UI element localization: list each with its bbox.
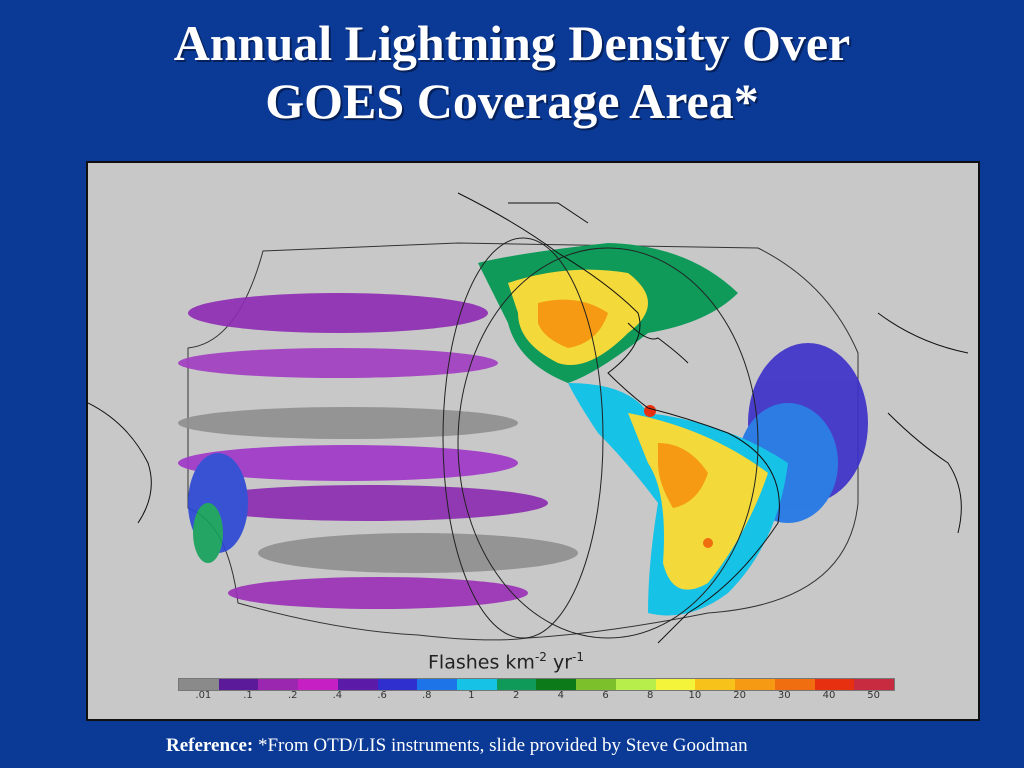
legend-swatch <box>774 679 815 690</box>
legend-swatch <box>337 679 378 690</box>
legend-swatch <box>377 679 418 690</box>
legend-swatch <box>457 679 497 690</box>
legend-color-bar <box>178 678 895 691</box>
legend-tick-label: 40 <box>822 690 836 701</box>
legend-swatch <box>576 679 616 690</box>
legend-swatch <box>298 679 338 690</box>
map-canvas <box>88 192 969 644</box>
legend-tick-label: 1 <box>468 690 475 701</box>
legend-swatch <box>218 679 259 690</box>
legend-tick-label: 4 <box>557 690 565 701</box>
legend-swatch <box>814 679 855 690</box>
legend-tick-label: .1 <box>243 690 253 701</box>
lightning-map: Flashes km-2 yr-1 .01 .1 .2 .4 .6 .8 1 2 4 6 8 10 20… <box>86 161 980 721</box>
legend-swatch <box>735 679 775 690</box>
legend-swatch <box>258 679 299 690</box>
legend-tick-label: 30 <box>777 690 791 701</box>
legend-tick-label: 6 <box>602 690 609 701</box>
legend-title: Flashes km-2 yr-1 <box>428 650 584 674</box>
legend-tick-label: .6 <box>377 690 387 701</box>
legend-swatch <box>854 679 894 690</box>
goes-west-footprint <box>442 237 604 639</box>
legend-swatch <box>615 679 656 690</box>
legend-tick-label: .4 <box>332 690 343 701</box>
legend-swatch <box>695 679 736 690</box>
goes-east-footprint <box>457 247 759 639</box>
legend-swatch <box>536 679 577 690</box>
americas-lightning <box>478 243 788 616</box>
legend-swatch <box>417 679 458 690</box>
legend-swatch <box>655 679 696 690</box>
legend-tick-label: .8 <box>422 690 432 701</box>
legend-tick-label: .01 <box>195 690 212 701</box>
legend-tick-label: 50 <box>867 690 881 701</box>
legend-swatch <box>179 679 219 690</box>
legend-tick-label: 2 <box>512 690 520 701</box>
legend-tick-label: 20 <box>733 690 746 701</box>
legend-tick-label: 8 <box>647 690 654 701</box>
legend-tick-label: .2 <box>287 690 298 701</box>
slide-title: Annual Lightning Density Over GOES Cover… <box>0 14 1024 130</box>
legend-tick-label: 10 <box>688 690 702 701</box>
legend-tick-labels: .01 .1 .2 .4 .6 .8 1 2 4 6 8 10 20 30 40 50 <box>178 690 893 706</box>
legend-swatch <box>496 679 537 690</box>
title-line-1: Annual Lightning Density Over <box>173 15 851 71</box>
title-line-2: GOES Coverage Area* <box>265 73 759 129</box>
lightning-bands <box>178 293 868 609</box>
reference-note: Reference: *From OTD/LIS instruments, sl… <box>166 735 748 756</box>
coastlines <box>88 192 969 644</box>
